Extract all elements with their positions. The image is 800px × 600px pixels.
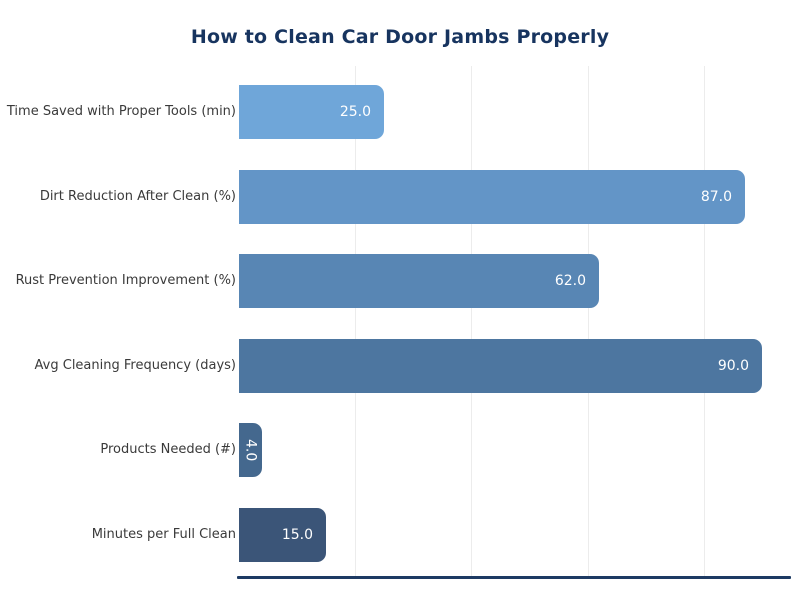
gridline bbox=[588, 66, 589, 576]
bar-row: Rust Prevention Improvement (%) 62.0 bbox=[0, 254, 800, 308]
gridline bbox=[704, 66, 705, 576]
category-label: Rust Prevention Improvement (%) bbox=[15, 273, 236, 288]
value-label: 62.0 bbox=[554, 273, 586, 289]
bar: 87.0 bbox=[239, 170, 745, 224]
value-label: 4.0 bbox=[242, 438, 259, 462]
category-label: Products Needed (#) bbox=[100, 442, 236, 457]
value-label: 90.0 bbox=[717, 358, 749, 374]
category-label: Minutes per Full Clean bbox=[91, 527, 236, 542]
category-label: Dirt Reduction After Clean (%) bbox=[39, 189, 236, 204]
bar-row: Time Saved with Proper Tools (min) 25.0 bbox=[0, 85, 800, 139]
bar-row: Minutes per Full Clean 15.0 bbox=[0, 508, 800, 562]
bar: 90.0 bbox=[239, 339, 762, 393]
bar: 25.0 bbox=[239, 85, 384, 139]
bar: 15.0 bbox=[239, 508, 326, 562]
value-label: 87.0 bbox=[700, 189, 732, 205]
category-label: Avg Cleaning Frequency (days) bbox=[34, 358, 236, 373]
x-axis-line bbox=[237, 576, 791, 579]
category-label: Time Saved with Proper Tools (min) bbox=[6, 104, 236, 119]
value-label: 15.0 bbox=[281, 527, 313, 543]
value-label: 25.0 bbox=[339, 104, 371, 120]
bar-row: Products Needed (#) 4.0 bbox=[0, 423, 800, 477]
gridline bbox=[355, 66, 356, 576]
bar: 62.0 bbox=[239, 254, 599, 308]
chart-title: How to Clean Car Door Jambs Properly bbox=[190, 26, 610, 48]
bar: 4.0 bbox=[239, 423, 262, 477]
gridline bbox=[471, 66, 472, 576]
bar-row: Avg Cleaning Frequency (days) 90.0 bbox=[0, 339, 800, 393]
bar-row: Dirt Reduction After Clean (%) 87.0 bbox=[0, 170, 800, 224]
